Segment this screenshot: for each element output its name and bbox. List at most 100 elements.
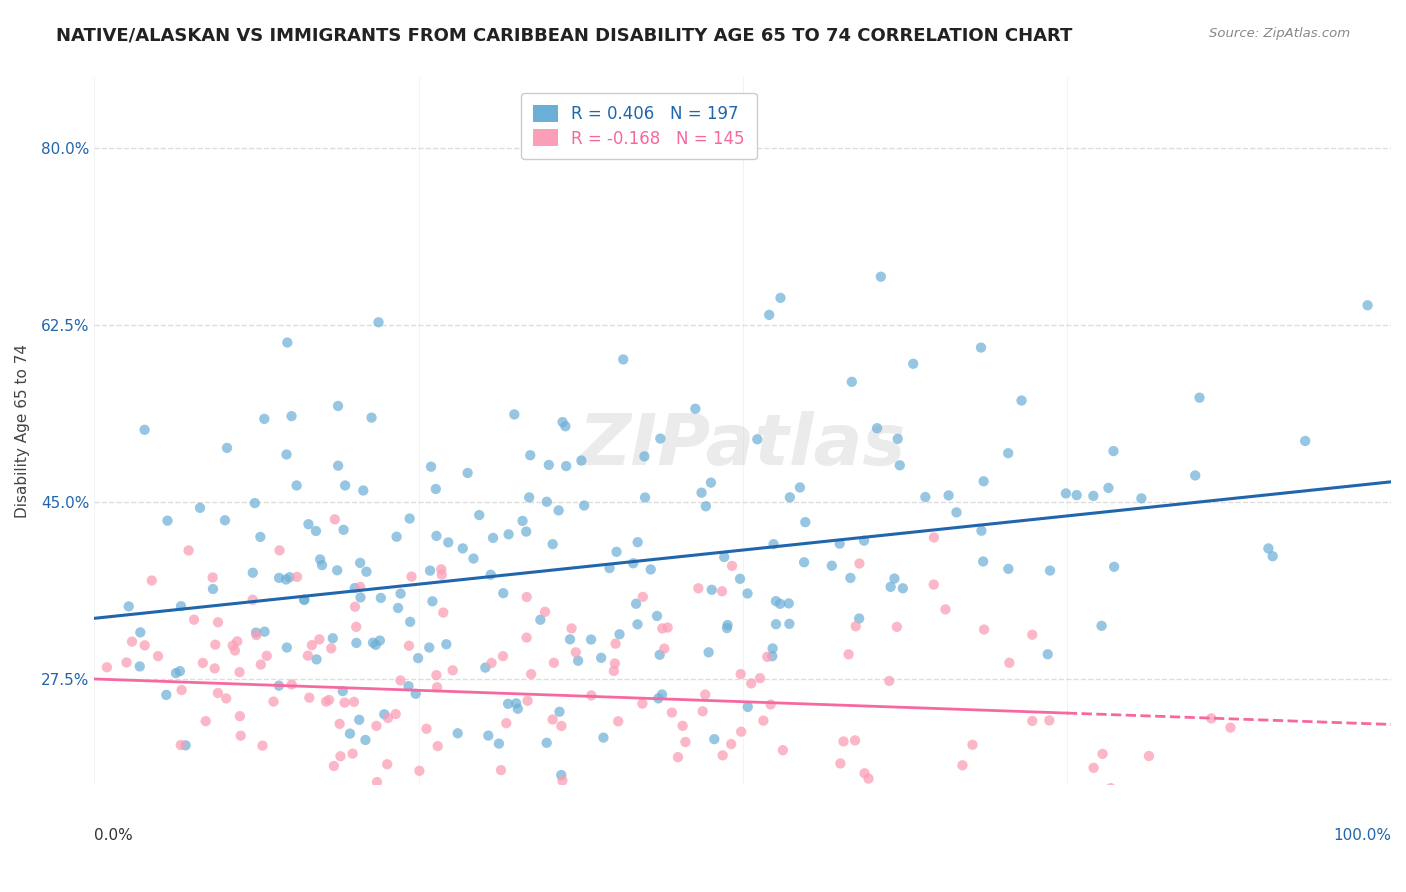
- Point: [298, 690, 321, 705]
- Point: [695, 688, 717, 702]
- Point: [276, 640, 298, 655]
- Point: [922, 577, 945, 591]
- Point: [973, 475, 995, 489]
- Point: [474, 660, 496, 674]
- Point: [141, 574, 163, 588]
- Point: [550, 719, 572, 733]
- Point: [489, 763, 512, 777]
- Point: [579, 632, 602, 647]
- Point: [516, 631, 538, 645]
- Point: [841, 375, 863, 389]
- Point: [367, 315, 389, 329]
- Point: [242, 566, 264, 580]
- Point: [329, 716, 352, 731]
- Point: [333, 696, 356, 710]
- Point: [572, 499, 595, 513]
- Point: [366, 775, 388, 789]
- Point: [434, 637, 457, 651]
- Point: [419, 564, 441, 578]
- Point: [778, 596, 800, 610]
- Point: [997, 446, 1019, 460]
- Point: [711, 584, 734, 599]
- Point: [134, 638, 156, 652]
- Point: [762, 641, 785, 656]
- Point: [828, 536, 851, 550]
- Point: [329, 749, 352, 764]
- Point: [858, 772, 880, 786]
- Point: [432, 606, 454, 620]
- Point: [962, 738, 984, 752]
- Point: [399, 615, 422, 629]
- Point: [675, 735, 697, 749]
- Point: [869, 269, 891, 284]
- Point: [224, 643, 246, 657]
- Point: [360, 410, 382, 425]
- Point: [430, 567, 453, 582]
- Point: [343, 695, 366, 709]
- Point: [716, 621, 738, 635]
- Point: [529, 613, 551, 627]
- Point: [599, 561, 621, 575]
- Point: [747, 432, 769, 446]
- Point: [778, 616, 800, 631]
- Point: [762, 537, 785, 551]
- Point: [322, 759, 344, 773]
- Point: [503, 408, 526, 422]
- Point: [488, 737, 510, 751]
- Point: [730, 724, 752, 739]
- Point: [879, 580, 901, 594]
- Point: [671, 719, 693, 733]
- Point: [769, 597, 792, 611]
- Point: [603, 664, 626, 678]
- Point: [297, 517, 319, 532]
- Point: [155, 688, 177, 702]
- Point: [547, 503, 569, 517]
- Point: [422, 594, 444, 608]
- Point: [339, 726, 361, 740]
- Point: [561, 621, 583, 635]
- Point: [1357, 298, 1379, 312]
- Point: [1097, 481, 1119, 495]
- Point: [1021, 628, 1043, 642]
- Point: [554, 419, 576, 434]
- Point: [352, 483, 374, 498]
- Point: [934, 602, 956, 616]
- Point: [603, 657, 626, 671]
- Point: [737, 699, 759, 714]
- Point: [1091, 747, 1114, 761]
- Point: [204, 638, 226, 652]
- Text: ZIPatlas: ZIPatlas: [579, 411, 907, 480]
- Point: [285, 478, 308, 492]
- Point: [1102, 559, 1125, 574]
- Point: [215, 441, 238, 455]
- Point: [886, 620, 908, 634]
- Point: [536, 736, 558, 750]
- Point: [789, 480, 811, 494]
- Point: [1294, 434, 1316, 448]
- Point: [165, 666, 187, 681]
- Point: [758, 308, 780, 322]
- Point: [519, 448, 541, 462]
- Point: [551, 415, 574, 429]
- Point: [1237, 789, 1260, 803]
- Point: [430, 562, 453, 576]
- Point: [1083, 761, 1105, 775]
- Point: [377, 711, 399, 725]
- Point: [344, 636, 367, 650]
- Point: [285, 570, 308, 584]
- Point: [207, 686, 229, 700]
- Point: [627, 535, 650, 549]
- Point: [759, 698, 782, 712]
- Point: [318, 693, 340, 707]
- Point: [479, 567, 502, 582]
- Point: [115, 656, 138, 670]
- Point: [321, 641, 343, 656]
- Point: [536, 495, 558, 509]
- Point: [347, 713, 370, 727]
- Point: [375, 757, 398, 772]
- Text: 0.0%: 0.0%: [94, 828, 134, 843]
- Point: [848, 611, 870, 625]
- Point: [332, 684, 354, 698]
- Point: [607, 714, 630, 729]
- Point: [301, 638, 323, 652]
